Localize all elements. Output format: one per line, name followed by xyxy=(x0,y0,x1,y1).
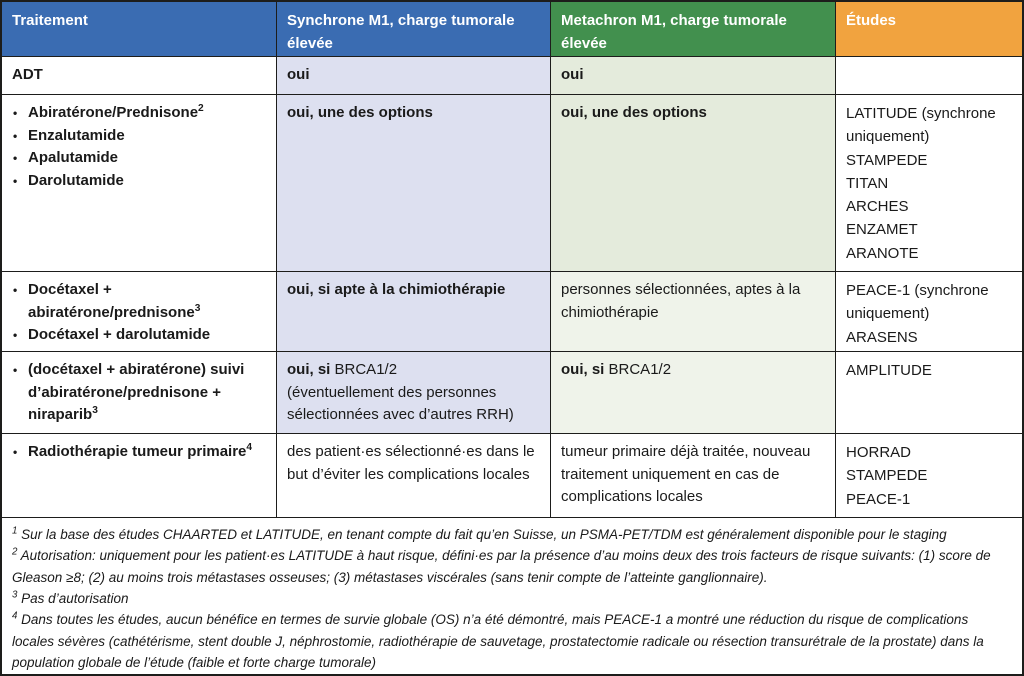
study-name: AMPLITUDE xyxy=(846,362,932,379)
study-name: TITAN xyxy=(846,174,889,192)
header-label-metachron: Metachron M1, charge tumorale élevée xyxy=(561,12,787,52)
study-name: ARASENS xyxy=(846,328,918,346)
footnote-marker: 4 xyxy=(12,610,18,622)
row-docetaxel-treatment: • Docétaxel + abiratérone/prednisone3 • … xyxy=(2,272,277,352)
row-arpi-metachron-text: oui, une des options xyxy=(561,104,707,121)
bullet-icon: • xyxy=(13,128,18,143)
condition-gene: BRCA1/2 xyxy=(334,361,398,378)
footnote-ref: 3 xyxy=(194,302,201,314)
row-docetaxel-etudes: PEACE-1 (synchrone uniquement) ARASENS xyxy=(836,272,1022,352)
bullet-icon: • xyxy=(13,106,18,120)
study-name: PEACE-1 xyxy=(846,490,911,508)
header-cell-metachron: Metachron M1, charge tumorale élevée xyxy=(551,2,836,57)
row-radiotherapy-treatment: • Radiothérapie tumeur primaire4 xyxy=(2,434,277,518)
drug-name: Docétaxel + darolutamide xyxy=(28,326,211,343)
footnote-4: 4 Dans toutes les études, aucun bénéfice… xyxy=(12,609,1012,673)
drug-name: Enzalutamide xyxy=(28,126,125,144)
footnote-2: 2 Autorisation: uniquement pour les pati… xyxy=(12,545,1012,588)
footnote-3: 3 Pas d’autorisation xyxy=(12,588,1012,609)
footnote-1: 1 Sur la base des études CHAARTED et LAT… xyxy=(12,524,1012,545)
study-name: ENZAMET xyxy=(846,221,918,239)
bullet-icon: • xyxy=(13,445,18,459)
list-item: • Apalutamide xyxy=(12,147,266,170)
condition-gene: BRCA1/2 xyxy=(608,361,672,378)
condition-note: (éventuellement des personnes sélectionn… xyxy=(287,383,514,424)
footnote-text: Pas d’autorisation xyxy=(21,590,129,606)
footnotes-section: 1 Sur la base des études CHAARTED et LAT… xyxy=(2,518,1022,674)
drug-name: Abiratérone/Prednisone xyxy=(28,104,199,121)
footnote-marker: 3 xyxy=(12,589,18,601)
header-cell-etudes: Études xyxy=(836,2,1022,57)
row-adt-synchrone-text: oui xyxy=(287,66,310,83)
row-niraparib-synchrone: oui, si BRCA1/2 (éventuellement des pers… xyxy=(277,352,551,434)
footnote-marker: 1 xyxy=(12,525,18,537)
bullet-icon: • xyxy=(13,283,18,297)
row-docetaxel-synchrone: oui, si apte à la chimiothérapie xyxy=(277,272,551,352)
row-docetaxel-metachron: personnes sélectionnées, aptes à la chim… xyxy=(551,272,836,352)
row-niraparib-etudes: AMPLITUDE xyxy=(836,352,1022,434)
bullet-icon: • xyxy=(13,363,18,377)
drug-name: Docétaxel + abiratérone/prednisone xyxy=(28,281,195,321)
header-label-traitement: Traitement xyxy=(12,12,88,29)
list-item: • Radiothérapie tumeur primaire4 xyxy=(12,441,266,464)
row-niraparib-metachron: oui, si BRCA1/2 xyxy=(551,352,836,434)
list-item: • Darolutamide xyxy=(12,170,266,193)
row-arpi-synchrone-text: oui, une des options xyxy=(287,104,433,121)
study-name: ARANOTE xyxy=(846,244,919,262)
header-label-synchrone: Synchrone M1, charge tumorale élevée xyxy=(287,12,515,52)
footnote-ref: 4 xyxy=(246,442,253,453)
footnote-ref: 3 xyxy=(92,405,98,416)
row-arpi-synchrone: oui, une des options xyxy=(277,95,551,272)
row-arpi-etudes: LATITUDE (synchrone uniquement) STAMPEDE… xyxy=(836,95,1022,272)
list-item: • (docétaxel + abiratérone) suivi d’abir… xyxy=(12,359,266,427)
study-name: STAMPEDE xyxy=(846,151,928,169)
drug-name: Apalutamide xyxy=(28,149,119,166)
footnote-text: Dans toutes les études, aucun bénéfice e… xyxy=(12,612,984,670)
study-name: PEACE-1 (synchrone uniquement) xyxy=(846,282,989,323)
row-adt-label: ADT xyxy=(12,66,43,83)
footnote-text: Autorisation: uniquement pour les patien… xyxy=(12,548,991,585)
row-radiotherapy-synchrone-text: des patient·es sélectionné·es dans le bu… xyxy=(287,443,535,483)
list-item: • Enzalutamide xyxy=(12,125,266,148)
row-radiotherapy-metachron-text: tumeur primaire déjà traitée, nouveau tr… xyxy=(561,443,811,505)
row-radiotherapy-synchrone: des patient·es sélectionné·es dans le bu… xyxy=(277,434,551,518)
row-radiotherapy-metachron: tumeur primaire déjà traitée, nouveau tr… xyxy=(551,434,836,518)
footnote-ref: 2 xyxy=(198,103,204,114)
row-arpi-treatment: • Abiratérone/Prednisone2 • Enzalutamide… xyxy=(2,95,277,272)
row-adt-etudes xyxy=(836,57,1022,95)
row-arpi-metachron: oui, une des options xyxy=(551,95,836,272)
row-adt-metachron: oui xyxy=(551,57,836,95)
study-name: STAMPEDE xyxy=(846,467,928,485)
bullet-icon: • xyxy=(13,173,18,188)
header-cell-traitement: Traitement xyxy=(2,2,277,57)
row-adt-metachron-text: oui xyxy=(561,66,584,83)
bullet-icon: • xyxy=(13,151,18,165)
bullet-icon: • xyxy=(13,328,18,342)
row-docetaxel-metachron-text: personnes sélectionnées, aptes à la chim… xyxy=(561,281,801,321)
footnote-text: Sur la base des études CHAARTED et LATIT… xyxy=(21,527,947,542)
row-adt-synchrone: oui xyxy=(277,57,551,95)
drug-name: Darolutamide xyxy=(28,171,124,189)
list-item: • Docétaxel + darolutamide xyxy=(12,324,266,347)
row-adt-treatment: ADT xyxy=(2,57,277,95)
row-docetaxel-synchrone-text: oui, si apte à la chimiothérapie xyxy=(287,281,506,298)
list-item: • Abiratérone/Prednisone2 xyxy=(12,102,266,125)
header-label-etudes: Études xyxy=(846,12,897,29)
row-radiotherapy-etudes: HORRAD STAMPEDE PEACE-1 xyxy=(836,434,1022,518)
condition-prefix: oui, si xyxy=(561,361,605,378)
list-item: • Docétaxel + abiratérone/prednisone3 xyxy=(12,279,266,324)
study-name: LATITUDE (synchrone uniquement) xyxy=(846,105,996,146)
row-niraparib-treatment: • (docétaxel + abiratérone) suivi d’abir… xyxy=(2,352,277,434)
condition-prefix: oui, si xyxy=(287,361,331,378)
footnote-marker: 2 xyxy=(12,546,18,558)
treatment-name: Radiothérapie tumeur primaire xyxy=(28,443,247,460)
drug-name: (docétaxel + abiratérone) suivi d’abirat… xyxy=(28,361,245,423)
study-name: ARCHES xyxy=(846,198,909,215)
study-name: HORRAD xyxy=(846,444,912,461)
header-cell-synchrone: Synchrone M1, charge tumorale élevée xyxy=(277,2,551,57)
